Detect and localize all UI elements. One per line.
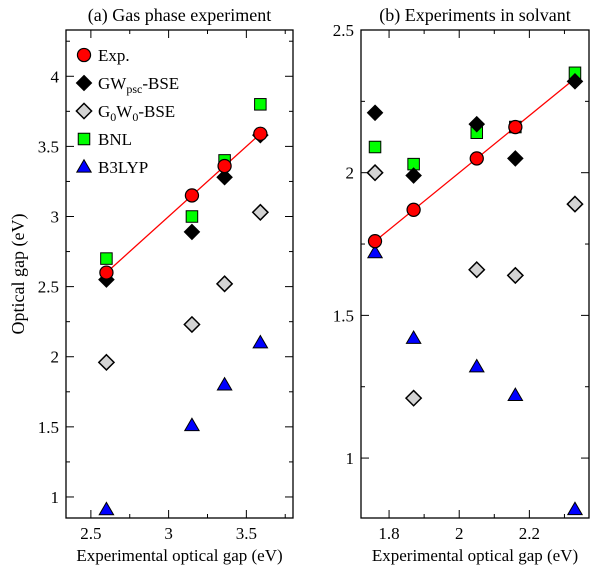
data-point-circle [217, 158, 232, 174]
data-point-diamond-open [566, 195, 584, 213]
series-square [100, 98, 267, 265]
data-point-triangle [98, 501, 115, 516]
legend-subscript: 0 [110, 110, 116, 124]
data-point-triangle [183, 417, 201, 432]
x-tick-label: 2.5 [80, 524, 101, 543]
data-point-circle [99, 265, 114, 280]
data-point-diamond [468, 115, 486, 133]
x-axis-label: Experimental optical gap (eV) [372, 546, 578, 565]
data-point-diamond-open [366, 164, 384, 182]
legend-item: GWpsc-BSE [75, 74, 179, 96]
y-tick-label: 1 [346, 449, 355, 468]
legend-text: -BSE [142, 74, 179, 93]
legend-label: G0W0-BSE [98, 102, 175, 124]
series-circle [99, 126, 268, 280]
legend-marker-triangle [75, 158, 93, 173]
legend-item: BNL [77, 130, 132, 149]
data-point-triangle [252, 334, 269, 349]
legend-text: GW [98, 74, 127, 93]
data-point-diamond-open [506, 266, 524, 285]
x-tick-label: 2.2 [519, 524, 540, 543]
data-point-square [185, 210, 199, 223]
legend-text: -BSE [138, 102, 175, 121]
data-point-circle [253, 126, 268, 141]
data-point-triangle [468, 358, 485, 373]
data-point-circle [184, 188, 200, 203]
data-point-triangle [507, 387, 524, 401]
data-point-triangle [216, 376, 233, 391]
series-diamond-open [97, 203, 270, 372]
y-tick-label: 2 [346, 164, 355, 183]
legend-marker-diamond-open [75, 102, 93, 120]
panel-b: 1.8 2 2.2 1 1.5 2 2.5 (b) Experiments in solvan… [333, 5, 590, 565]
data-point-diamond [507, 150, 524, 167]
data-point-diamond-open [251, 203, 270, 221]
y-tick-label: 1 [51, 488, 60, 507]
data-point-diamond-open [215, 275, 234, 293]
y-tick-label: 3.5 [38, 137, 59, 156]
x-tick-label: 2 [455, 524, 464, 543]
legend-text: G [98, 102, 110, 121]
series-diamond [98, 126, 269, 288]
data-point-circle [469, 151, 484, 166]
y-tick-label: 2.5 [38, 278, 59, 297]
data-point-square [368, 140, 382, 154]
panel-a: 2.5 3 3.5 1 1.5 2 2.5 3 3.5 4 (a) Gas phase experi… [8, 5, 294, 565]
data-point-circle [508, 119, 523, 135]
series-diamond [366, 73, 584, 184]
legend-label: GWpsc-BSE [98, 74, 179, 96]
plot-frame [360, 29, 590, 519]
legend-item: Exp. [76, 46, 130, 65]
y-axis-label: Optical gap (eV) [8, 214, 29, 335]
series-triangle [366, 244, 584, 516]
series-circle [367, 119, 523, 249]
x-tick-label: 3.5 [236, 524, 257, 543]
y-tick-label: 2.5 [333, 21, 354, 40]
legend-label: B3LYP [98, 158, 148, 177]
data-point-diamond [405, 167, 422, 184]
data-point-diamond [183, 223, 201, 241]
y-tick-label: 1.5 [333, 306, 354, 325]
data-point-diamond-open [97, 353, 116, 372]
legend-label: Exp. [98, 46, 130, 65]
legend-item: B3LYP [75, 158, 148, 177]
x-axis-label: Experimental optical gap (eV) [76, 546, 282, 565]
y-tick-label: 2 [51, 348, 60, 367]
series-diamond-open [366, 164, 584, 407]
legend-marker-circle [76, 47, 92, 63]
panel-title: (a) Gas phase experiment [88, 5, 271, 26]
legend-label: BNL [98, 130, 132, 149]
data-point-circle [406, 202, 421, 217]
legend-marker-square [77, 132, 91, 146]
data-point-square [100, 252, 113, 265]
data-point-square [254, 98, 267, 111]
y-tick-label: 1.5 [38, 418, 59, 437]
y-tick-label: 4 [51, 67, 60, 86]
x-tick-label: 1.8 [378, 524, 399, 543]
data-point-diamond [366, 104, 384, 122]
panel-title: (b) Experiments in solvant [379, 5, 570, 26]
series-triangle [98, 334, 269, 516]
legend-item: G0W0-BSE [75, 102, 175, 124]
data-point-triangle [566, 501, 584, 516]
data-point-diamond-open [468, 261, 486, 279]
legend-subscript: psc [126, 82, 142, 96]
legend-text: W [116, 102, 133, 121]
data-point-diamond [216, 168, 233, 186]
data-point-triangle [405, 330, 422, 344]
data-point-diamond [566, 73, 584, 90]
x-tick-label: 3 [164, 524, 173, 543]
data-point-diamond-open [404, 389, 423, 407]
data-point-diamond-open [183, 315, 201, 334]
reference-line [105, 133, 261, 274]
plot-frame [65, 29, 294, 519]
data-point-triangle [366, 244, 384, 259]
legend-subscript: 0 [132, 110, 138, 124]
legend-marker-diamond [75, 74, 93, 92]
y-tick-label: 3 [51, 208, 60, 227]
data-point-circle [367, 234, 383, 249]
